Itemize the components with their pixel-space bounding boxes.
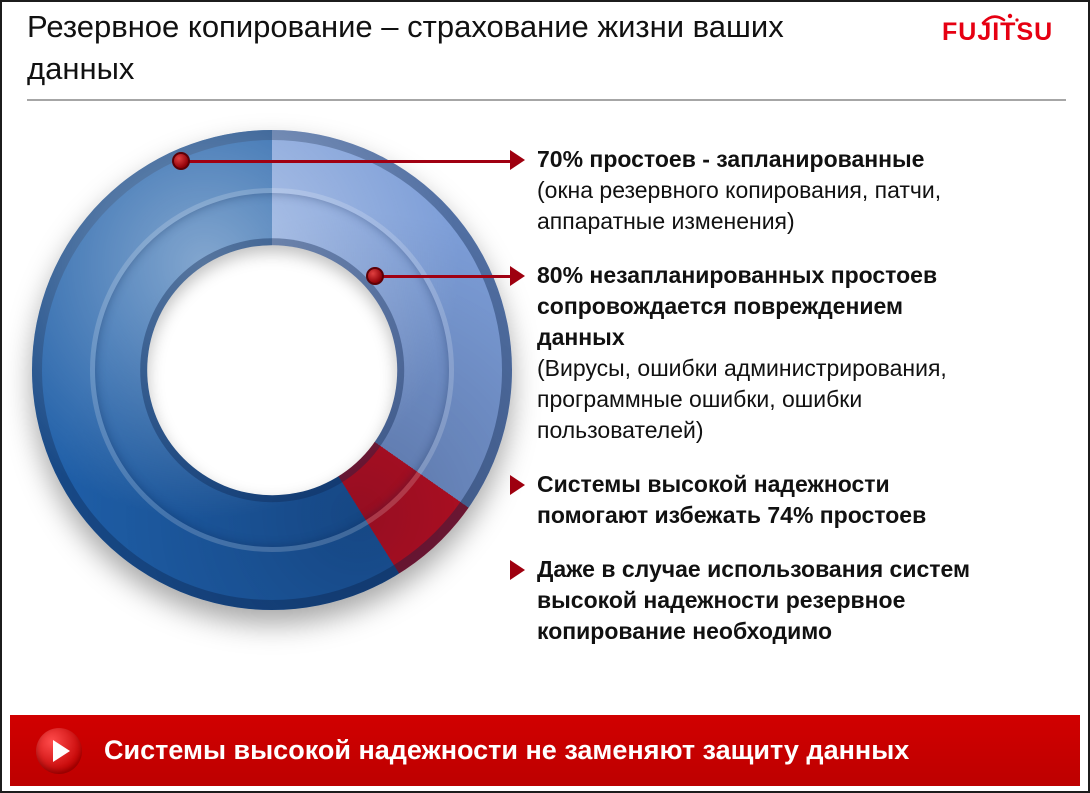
callout-dot-1 <box>172 152 190 170</box>
bullet-list: 70% простоев - запланированные (окна рез… <box>510 144 1076 670</box>
bullet-item: Даже в случае использования систем высок… <box>510 554 1076 647</box>
donut-hole <box>147 245 397 495</box>
bullet-triangle-icon <box>510 475 525 495</box>
bullet-bold-text: Даже в случае использования систем высок… <box>537 556 971 644</box>
bullet-normal-text: (окна резервного копирования, патчи, апп… <box>537 177 942 234</box>
fujitsu-logo-text: FUJITSU <box>942 18 1054 46</box>
header-divider <box>27 99 1066 101</box>
donut-chart <box>32 130 512 610</box>
callout-line-2 <box>382 275 510 278</box>
page-title: Резервное копирование – страхование жизн… <box>27 9 784 86</box>
callout-dot-2 <box>366 267 384 285</box>
bullet-item: 70% простоев - запланированные (окна рез… <box>510 144 1076 237</box>
bullet-triangle-icon <box>510 150 525 170</box>
bullet-item: Системы высокой надежности помогают избе… <box>510 469 1076 531</box>
bullet-triangle-icon <box>510 560 525 580</box>
banner-text: Системы высокой надежности не заменяют з… <box>104 735 910 765</box>
bullet-triangle-icon <box>510 266 525 286</box>
play-triangle-icon <box>53 739 70 762</box>
bullet-bold-text: 80% незапланированных простоев сопровожд… <box>537 262 938 350</box>
play-icon <box>36 727 82 774</box>
bullet-normal-text: (Вирусы, ошибки администрирования, прогр… <box>537 355 947 443</box>
bottom-banner: Системы высокой надежности не заменяют з… <box>10 715 1080 786</box>
bullet-bold-text: 70% простоев - запланированные <box>537 146 925 172</box>
fujitsu-logo-mark-icon <box>981 13 1019 25</box>
callout-line-1 <box>188 160 510 163</box>
bullet-item: 80% незапланированных простоев сопровожд… <box>510 260 1076 446</box>
fujitsu-logo: FUJITSU <box>942 13 1062 58</box>
bullet-bold-text: Системы высокой надежности помогают избе… <box>537 471 927 528</box>
